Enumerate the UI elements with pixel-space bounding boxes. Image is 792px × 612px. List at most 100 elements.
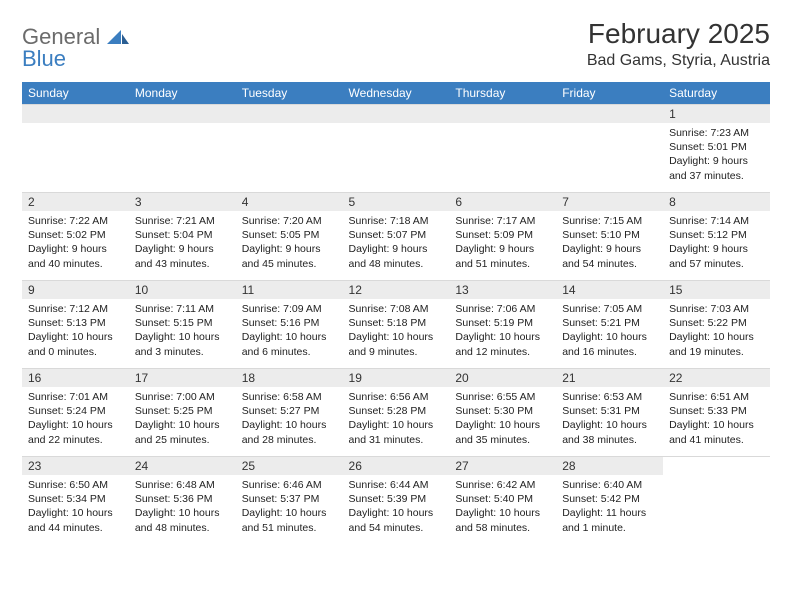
day-details: Sunrise: 6:55 AMSunset: 5:30 PMDaylight:… bbox=[449, 387, 556, 453]
sunset-text: Sunset: 5:18 PM bbox=[349, 316, 444, 330]
calendar-day-cell: 23 Sunrise: 6:50 AMSunset: 5:34 PMDayligh… bbox=[22, 457, 129, 549]
day-header: Sunday bbox=[22, 82, 129, 105]
calendar-week-row: 23Sunrise: 6:50 AMSunset: 5:34 PMDayligh… bbox=[22, 457, 770, 549]
day-details: Sunrise: 7:12 AMSunset: 5:13 PMDaylight:… bbox=[22, 299, 129, 365]
daylight-text: Daylight: 10 hours and 12 minutes. bbox=[455, 330, 550, 358]
day-details: Sunrise: 7:06 AMSunset: 5:19 PMDaylight:… bbox=[449, 299, 556, 365]
calendar-day-cell: 4Sunrise: 7:20 AMSunset: 5:05 PMDaylight… bbox=[236, 193, 343, 281]
calendar-week-row: 9Sunrise: 7:12 AMSunset: 5:13 PMDaylight… bbox=[22, 281, 770, 369]
date-number: 15 bbox=[663, 281, 770, 299]
sunset-text: Sunset: 5:34 PM bbox=[28, 492, 123, 506]
sunrise-text: Sunrise: 6:46 AM bbox=[242, 478, 337, 492]
calendar-day-cell: 22Sunrise: 6:51 AMSunset: 5:33 PMDayligh… bbox=[663, 369, 770, 457]
sunset-text: Sunset: 5:27 PM bbox=[242, 404, 337, 418]
sunrise-text: Sunrise: 7:15 AM bbox=[562, 214, 657, 228]
sunset-text: Sunset: 5:31 PM bbox=[562, 404, 657, 418]
date-number: 5 bbox=[343, 193, 450, 211]
sunrise-text: Sunrise: 6:51 AM bbox=[669, 390, 764, 404]
calendar-day-cell bbox=[22, 105, 129, 193]
calendar-day-cell: 26Sunrise: 6:44 AMSunset: 5:39 PMDayligh… bbox=[343, 457, 450, 549]
sunrise-text: Sunrise: 6:56 AM bbox=[349, 390, 444, 404]
daylight-text: Daylight: 10 hours and 9 minutes. bbox=[349, 330, 444, 358]
calendar-day-cell: 12Sunrise: 7:08 AMSunset: 5:18 PMDayligh… bbox=[343, 281, 450, 369]
daylight-text: Daylight: 10 hours and 58 minutes. bbox=[455, 506, 550, 534]
daylight-text: Daylight: 9 hours and 37 minutes. bbox=[669, 154, 764, 182]
calendar-day-cell: 27Sunrise: 6:42 AMSunset: 5:40 PMDayligh… bbox=[449, 457, 556, 549]
sunrise-text: Sunrise: 6:44 AM bbox=[349, 478, 444, 492]
daylight-text: Daylight: 9 hours and 43 minutes. bbox=[135, 242, 230, 270]
day-details: Sunrise: 7:21 AMSunset: 5:04 PMDaylight:… bbox=[129, 211, 236, 277]
sunset-text: Sunset: 5:02 PM bbox=[28, 228, 123, 242]
sunset-text: Sunset: 5:01 PM bbox=[669, 140, 764, 154]
calendar-day-cell bbox=[556, 105, 663, 193]
day-details: Sunrise: 6:58 AMSunset: 5:27 PMDaylight:… bbox=[236, 387, 343, 453]
sunrise-text: Sunrise: 7:23 AM bbox=[669, 126, 764, 140]
sunrise-text: Sunrise: 6:53 AM bbox=[562, 390, 657, 404]
day-details: Sunrise: 6:51 AMSunset: 5:33 PMDaylight:… bbox=[663, 387, 770, 453]
daylight-text: Daylight: 10 hours and 3 minutes. bbox=[135, 330, 230, 358]
sunset-text: Sunset: 5:16 PM bbox=[242, 316, 337, 330]
sunset-text: Sunset: 5:37 PM bbox=[242, 492, 337, 506]
daylight-text: Daylight: 10 hours and 35 minutes. bbox=[455, 418, 550, 446]
date-number: 24 bbox=[129, 457, 236, 475]
calendar-day-cell: 20Sunrise: 6:55 AMSunset: 5:30 PMDayligh… bbox=[449, 369, 556, 457]
sunset-text: Sunset: 5:25 PM bbox=[135, 404, 230, 418]
date-number: 18 bbox=[236, 369, 343, 387]
daylight-text: Daylight: 10 hours and 31 minutes. bbox=[349, 418, 444, 446]
empty-date-number bbox=[449, 105, 556, 123]
day-details: Sunrise: 7:15 AMSunset: 5:10 PMDaylight:… bbox=[556, 211, 663, 277]
empty-date-number bbox=[129, 105, 236, 123]
day-header: Monday bbox=[129, 82, 236, 105]
day-details: Sunrise: 7:17 AMSunset: 5:09 PMDaylight:… bbox=[449, 211, 556, 277]
sunrise-text: Sunrise: 7:09 AM bbox=[242, 302, 337, 316]
daylight-text: Daylight: 11 hours and 1 minute. bbox=[562, 506, 657, 534]
sunset-text: Sunset: 5:24 PM bbox=[28, 404, 123, 418]
sunrise-text: Sunrise: 6:48 AM bbox=[135, 478, 230, 492]
day-header: Saturday bbox=[663, 82, 770, 105]
sunrise-text: Sunrise: 7:22 AM bbox=[28, 214, 123, 228]
sunrise-text: Sunrise: 7:08 AM bbox=[349, 302, 444, 316]
date-number: 23 bbox=[22, 457, 129, 475]
daylight-text: Daylight: 10 hours and 28 minutes. bbox=[242, 418, 337, 446]
day-header: Friday bbox=[556, 82, 663, 105]
calendar-day-cell: 6Sunrise: 7:17 AMSunset: 5:09 PMDaylight… bbox=[449, 193, 556, 281]
date-number: 4 bbox=[236, 193, 343, 211]
daylight-text: Daylight: 10 hours and 38 minutes. bbox=[562, 418, 657, 446]
sunrise-text: Sunrise: 7:03 AM bbox=[669, 302, 764, 316]
location: Bad Gams, Styria, Austria bbox=[587, 52, 770, 70]
calendar-day-cell: 10Sunrise: 7:11 AMSunset: 5:15 PMDayligh… bbox=[129, 281, 236, 369]
daylight-text: Daylight: 9 hours and 45 minutes. bbox=[242, 242, 337, 270]
daylight-text: Daylight: 9 hours and 40 minutes. bbox=[28, 242, 123, 270]
day-details: Sunrise: 6:42 AMSunset: 5:40 PMDaylight:… bbox=[449, 475, 556, 541]
sunset-text: Sunset: 5:13 PM bbox=[28, 316, 123, 330]
day-details: Sunrise: 6:48 AMSunset: 5:36 PMDaylight:… bbox=[129, 475, 236, 541]
calendar-day-cell: 8Sunrise: 7:14 AMSunset: 5:12 PMDaylight… bbox=[663, 193, 770, 281]
sunrise-text: Sunrise: 6:55 AM bbox=[455, 390, 550, 404]
calendar-day-cell: 11Sunrise: 7:09 AMSunset: 5:16 PMDayligh… bbox=[236, 281, 343, 369]
sunrise-text: Sunrise: 7:12 AM bbox=[28, 302, 123, 316]
sunrise-text: Sunrise: 6:50 AM bbox=[28, 478, 123, 492]
logo-sail-icon bbox=[107, 31, 129, 48]
calendar-day-cell: 21Sunrise: 6:53 AMSunset: 5:31 PMDayligh… bbox=[556, 369, 663, 457]
sunset-text: Sunset: 5:12 PM bbox=[669, 228, 764, 242]
daylight-text: Daylight: 9 hours and 54 minutes. bbox=[562, 242, 657, 270]
calendar-day-cell bbox=[236, 105, 343, 193]
day-details: Sunrise: 7:20 AMSunset: 5:05 PMDaylight:… bbox=[236, 211, 343, 277]
logo: General Blue bbox=[22, 24, 129, 72]
daylight-text: Daylight: 10 hours and 44 minutes. bbox=[28, 506, 123, 534]
date-number: 22 bbox=[663, 369, 770, 387]
date-number: 27 bbox=[449, 457, 556, 475]
daylight-text: Daylight: 10 hours and 16 minutes. bbox=[562, 330, 657, 358]
day-details: Sunrise: 7:03 AMSunset: 5:22 PMDaylight:… bbox=[663, 299, 770, 365]
empty-date-number bbox=[556, 105, 663, 123]
sunset-text: Sunset: 5:09 PM bbox=[455, 228, 550, 242]
sunset-text: Sunset: 5:15 PM bbox=[135, 316, 230, 330]
sunset-text: Sunset: 5:28 PM bbox=[349, 404, 444, 418]
sunrise-text: Sunrise: 7:17 AM bbox=[455, 214, 550, 228]
sunrise-text: Sunrise: 7:00 AM bbox=[135, 390, 230, 404]
title-block: February 2025 Bad Gams, Styria, Austria bbox=[587, 18, 770, 70]
sunset-text: Sunset: 5:42 PM bbox=[562, 492, 657, 506]
empty-date-number bbox=[22, 105, 129, 123]
calendar-day-cell: 15Sunrise: 7:03 AMSunset: 5:22 PMDayligh… bbox=[663, 281, 770, 369]
date-number: 8 bbox=[663, 193, 770, 211]
